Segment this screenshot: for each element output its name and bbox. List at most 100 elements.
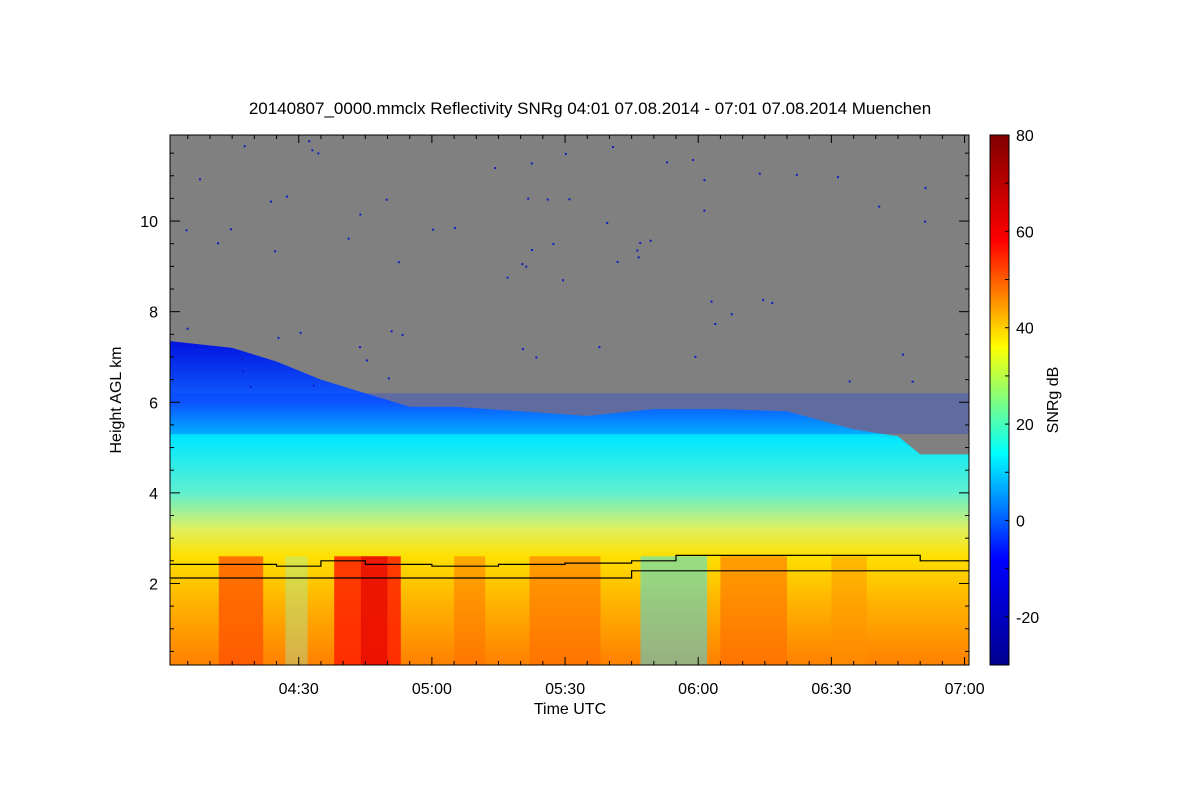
noise-speckle — [694, 355, 697, 358]
noise-speckle — [612, 146, 614, 148]
noise-speckle — [649, 239, 652, 242]
reflectivity-streak-0 — [218, 556, 264, 665]
cloud-top-band — [170, 393, 969, 434]
y-tick-label: 2 — [149, 577, 158, 594]
noise-speckle — [387, 377, 390, 380]
reflectivity-streak-4 — [529, 556, 601, 665]
noise-speckle — [568, 198, 571, 201]
noise-speckle — [666, 161, 669, 164]
noise-speckle — [506, 276, 509, 279]
x-tick-label: 06:30 — [811, 681, 851, 698]
noise-speckle — [317, 152, 320, 155]
noise-speckle — [730, 313, 733, 316]
colorbar-tick-label: 40 — [1016, 321, 1034, 338]
noise-speckle — [639, 242, 642, 244]
noise-speckle — [848, 380, 851, 383]
x-tick-label: 07:00 — [945, 681, 985, 698]
noise-speckle — [527, 197, 530, 200]
noise-speckle — [535, 356, 538, 359]
noise-speckle — [185, 229, 188, 232]
noise-speckle — [911, 380, 914, 383]
noise-speckle — [199, 178, 201, 181]
noise-speckle — [636, 249, 639, 252]
noise-speckle — [521, 263, 524, 266]
noise-speckle — [836, 176, 839, 179]
noise-speckle — [312, 384, 315, 387]
noise-speckle — [546, 198, 549, 201]
noise-speckle — [637, 256, 640, 259]
noise-speckle — [270, 200, 272, 203]
noise-speckle — [390, 330, 393, 333]
reflectivity-streaks — [170, 393, 969, 665]
reflectivity-streak-6 — [720, 556, 787, 665]
noise-speckle — [347, 237, 350, 240]
colorbar-tick-label: -20 — [1016, 610, 1039, 627]
colorbar — [989, 134, 1010, 666]
noise-speckle — [924, 220, 927, 223]
noise-speckles — [185, 140, 927, 388]
noise-speckle — [432, 228, 435, 231]
y-tick-label: 8 — [149, 305, 158, 322]
colorbar-tick-label: 80 — [1016, 128, 1034, 145]
noise-speckle — [878, 205, 881, 208]
noise-speckle — [385, 198, 388, 201]
overlay-lines — [170, 554, 969, 579]
colorbar-tick-label: 20 — [1016, 417, 1034, 434]
noise-speckle — [249, 385, 252, 388]
reflectivity-streak-2 — [360, 556, 388, 665]
noise-speckle — [359, 213, 362, 216]
noise-speckle — [530, 162, 533, 165]
noise-speckle — [771, 302, 774, 304]
y-axis-label: Height AGL km — [108, 346, 125, 453]
noise-speckle — [564, 152, 567, 155]
noise-speckle — [494, 167, 497, 170]
noise-speckle — [299, 331, 302, 334]
noise-speckle — [241, 358, 244, 361]
y-axis: 2 4 6 8 10 — [140, 152, 969, 652]
colorbar-tick-label: 0 — [1016, 514, 1025, 531]
noise-speckle — [217, 242, 220, 245]
noise-speckle — [562, 279, 564, 282]
y-tick-label: 4 — [149, 486, 158, 503]
x-tick-label: 05:30 — [545, 681, 585, 698]
reflectivity-streak-3 — [454, 556, 486, 665]
noise-speckle — [401, 333, 404, 336]
noise-speckle — [902, 353, 904, 356]
chart-title: 20140807_0000.mmclx Reflectivity SNRg 04… — [249, 99, 931, 118]
x-tick-label: 04:30 — [279, 681, 319, 698]
noise-speckle — [397, 261, 400, 264]
noise-speckle — [531, 249, 534, 251]
x-tick-label: 06:00 — [678, 681, 718, 698]
noise-speckle — [274, 250, 277, 253]
noise-speckle — [286, 195, 288, 198]
noise-speckle — [598, 346, 601, 349]
noise-speckle — [616, 260, 619, 263]
reflectivity-streak-8 — [285, 556, 308, 665]
x-axis-label: Time UTC — [534, 701, 606, 718]
noise-speckle — [703, 179, 706, 182]
y-tick-label: 6 — [149, 395, 158, 412]
noise-speckle — [186, 327, 189, 330]
noise-speckle — [308, 140, 311, 143]
plot-area — [170, 135, 969, 665]
y-tick-label: 10 — [140, 214, 158, 231]
noise-speckle — [924, 186, 927, 189]
colorbar-ticks: -20 0 20 40 60 80 — [1005, 128, 1039, 666]
noise-speckle — [359, 346, 361, 349]
noise-speckle — [795, 173, 798, 176]
noise-speckle — [242, 369, 244, 372]
noise-speckle — [703, 209, 706, 212]
noise-speckle — [710, 300, 713, 303]
noise-speckle — [692, 159, 695, 161]
colorbar-tick-label: 60 — [1016, 224, 1034, 241]
noise-speckle — [525, 265, 528, 268]
noise-speckle — [243, 145, 246, 148]
noise-speckle — [229, 228, 232, 231]
noise-speckle — [714, 323, 717, 325]
noise-speckle — [758, 172, 761, 175]
noise-speckle — [365, 359, 368, 362]
noise-speckle — [521, 348, 524, 351]
x-tick-label: 05:00 — [412, 681, 452, 698]
noise-speckle — [454, 226, 456, 229]
